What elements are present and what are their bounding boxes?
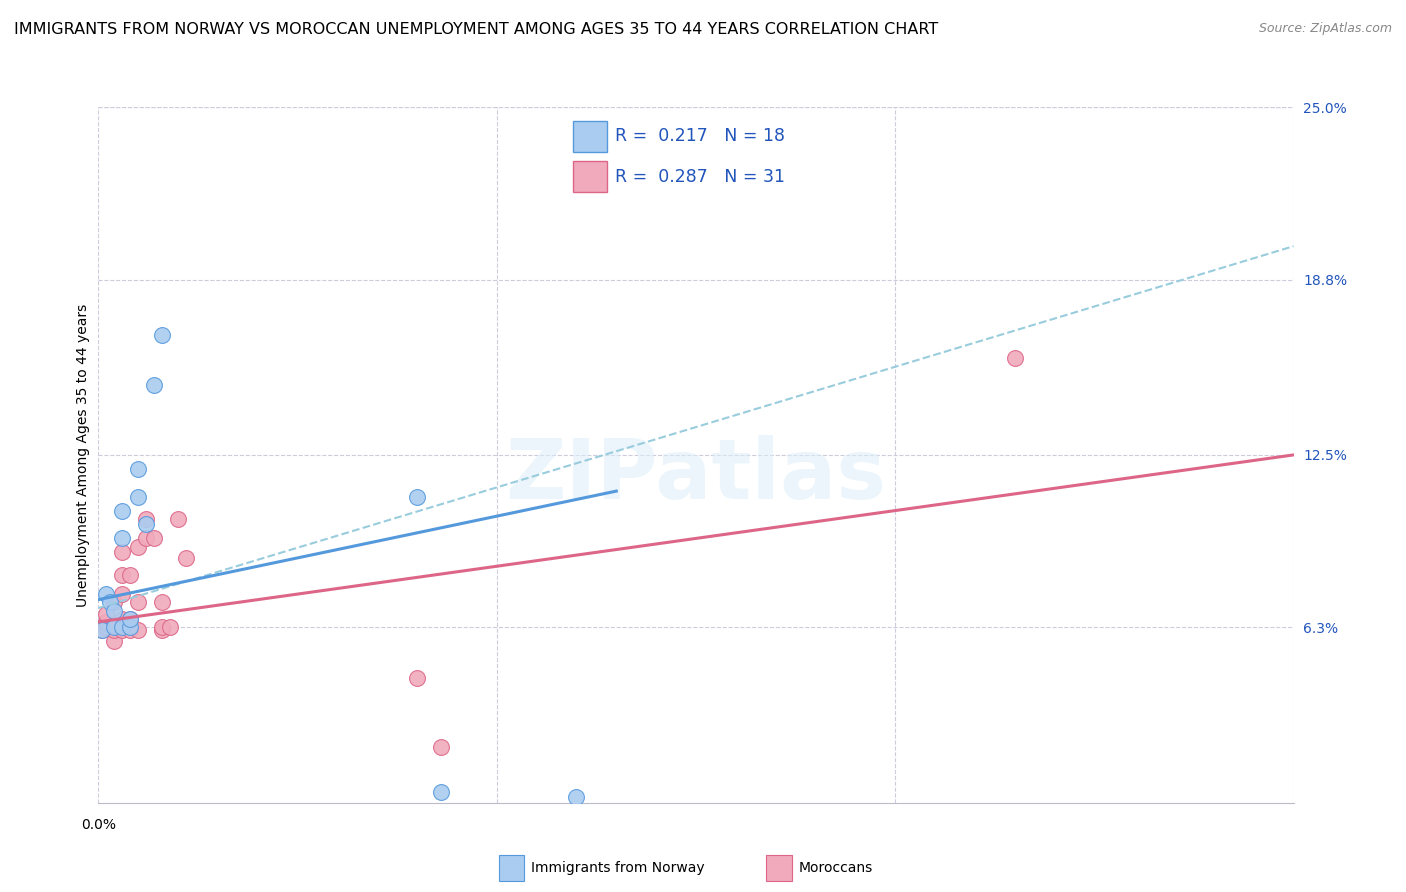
Text: R =  0.287   N = 31: R = 0.287 N = 31 <box>614 168 785 186</box>
Point <box>96 607 118 621</box>
Point <box>167 512 190 526</box>
Point <box>150 595 173 609</box>
Point <box>120 624 142 638</box>
Point <box>96 615 118 629</box>
Point <box>103 604 125 618</box>
Point <box>135 517 157 532</box>
Text: Source: ZipAtlas.com: Source: ZipAtlas.com <box>1258 22 1392 36</box>
Point <box>430 740 453 755</box>
Point <box>111 503 134 517</box>
Point <box>143 378 166 392</box>
Point <box>96 587 118 601</box>
Point <box>111 545 134 559</box>
Point <box>127 490 149 504</box>
Text: IMMIGRANTS FROM NORWAY VS MOROCCAN UNEMPLOYMENT AMONG AGES 35 TO 44 YEARS CORREL: IMMIGRANTS FROM NORWAY VS MOROCCAN UNEMP… <box>14 22 938 37</box>
Point <box>120 620 142 634</box>
Point <box>135 512 157 526</box>
Point <box>96 620 118 634</box>
Point <box>143 532 166 546</box>
Point <box>150 328 173 343</box>
Text: 0.0%: 0.0% <box>82 818 115 832</box>
Point <box>135 532 157 546</box>
Point <box>127 462 149 476</box>
Point <box>150 620 173 634</box>
Point <box>111 624 134 638</box>
Point <box>98 595 122 609</box>
Point <box>111 612 134 626</box>
Text: Moroccans: Moroccans <box>799 861 873 875</box>
Point <box>103 595 125 609</box>
Point <box>120 612 142 626</box>
Y-axis label: Unemployment Among Ages 35 to 44 years: Unemployment Among Ages 35 to 44 years <box>76 303 90 607</box>
Point <box>159 620 181 634</box>
Point <box>565 790 588 805</box>
Point <box>127 624 149 638</box>
Point <box>111 567 134 582</box>
Point <box>111 532 134 546</box>
Text: Immigrants from Norway: Immigrants from Norway <box>531 861 704 875</box>
Point <box>111 620 134 634</box>
FancyBboxPatch shape <box>574 161 607 192</box>
Point <box>103 634 125 648</box>
Point <box>150 624 173 638</box>
Point <box>120 612 142 626</box>
Text: ZIPatlas: ZIPatlas <box>506 435 886 516</box>
Point <box>111 587 134 601</box>
FancyBboxPatch shape <box>574 121 607 152</box>
Point <box>103 620 125 634</box>
Point <box>406 490 429 504</box>
Point <box>430 785 453 799</box>
Point <box>406 671 429 685</box>
Point <box>120 567 142 582</box>
Point <box>174 550 197 565</box>
Point <box>103 617 125 632</box>
Point <box>91 624 114 638</box>
Point <box>103 624 125 638</box>
Point <box>1004 351 1026 365</box>
Point <box>127 595 149 609</box>
Point <box>91 624 114 638</box>
Point <box>127 540 149 554</box>
Text: R =  0.217   N = 18: R = 0.217 N = 18 <box>614 128 785 145</box>
